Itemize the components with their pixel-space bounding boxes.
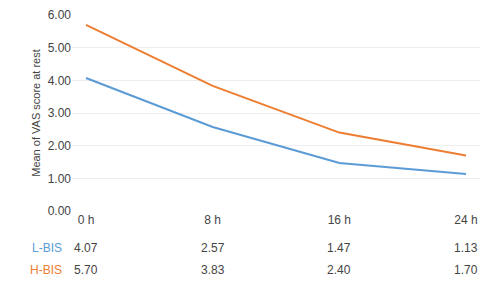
svg-text:2.57: 2.57 — [201, 241, 225, 255]
svg-text:4.00: 4.00 — [48, 74, 72, 88]
svg-text:1.70: 1.70 — [454, 263, 478, 277]
svg-text:4.07: 4.07 — [74, 241, 98, 255]
svg-text:Mean of VAS score at rest: Mean of VAS score at rest — [30, 49, 42, 177]
svg-text:0 h: 0 h — [78, 213, 95, 227]
svg-text:0.00: 0.00 — [48, 204, 72, 218]
svg-text:24 h: 24 h — [454, 213, 477, 227]
svg-text:5.00: 5.00 — [48, 41, 72, 55]
svg-text:L-BIS: L-BIS — [32, 241, 62, 255]
svg-text:8 h: 8 h — [204, 213, 221, 227]
svg-text:2.00: 2.00 — [48, 139, 72, 153]
svg-text:16 h: 16 h — [328, 213, 351, 227]
svg-text:3.83: 3.83 — [201, 263, 225, 277]
svg-text:1.13: 1.13 — [454, 241, 478, 255]
svg-text:6.00: 6.00 — [48, 8, 72, 22]
svg-text:1.47: 1.47 — [327, 241, 351, 255]
svg-text:1.00: 1.00 — [48, 172, 72, 186]
svg-text:H-BIS: H-BIS — [30, 263, 62, 277]
svg-text:3.00: 3.00 — [48, 106, 72, 120]
svg-text:5.70: 5.70 — [74, 263, 98, 277]
svg-text:2.40: 2.40 — [327, 263, 351, 277]
